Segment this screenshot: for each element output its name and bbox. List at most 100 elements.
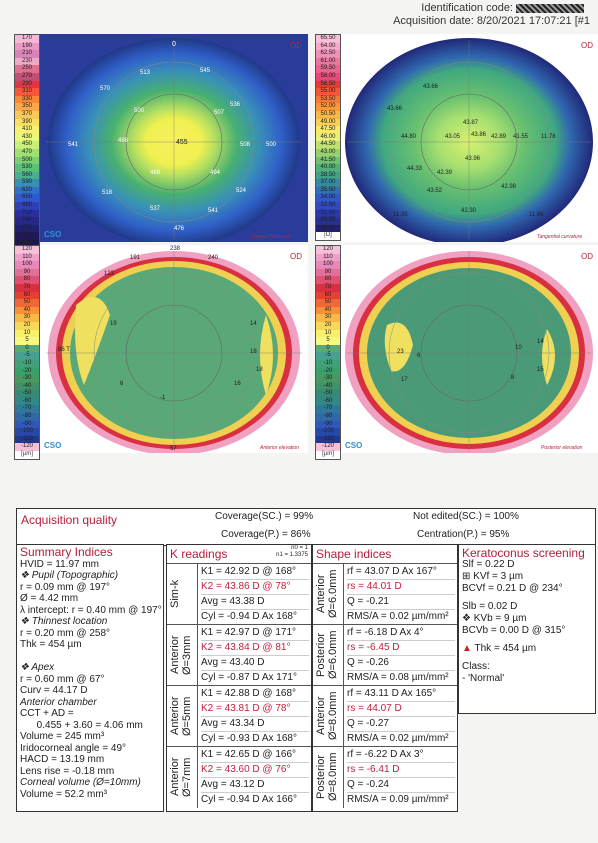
scale-step: 65.50 [316, 35, 340, 43]
scale-step: 470 [15, 148, 39, 157]
shape-row: rs = 44.01 D [347, 579, 455, 595]
cso-logo: CSO [345, 441, 362, 450]
scale-step: -50 [15, 390, 39, 398]
thk-label: 536 [230, 102, 241, 108]
scale-step: 80 [316, 276, 340, 284]
scale-step: 100 [15, 261, 39, 269]
ant-label: 16 [234, 381, 241, 387]
k-group: Sim-k K1 = 42.92 D @ 168° K2 = 43.86 D @ 7… [167, 563, 311, 625]
ant-label: 123 [104, 271, 115, 277]
scale-step: 38.50 [316, 171, 340, 180]
scale-step: 30 [15, 314, 39, 322]
summary-line: ❖ Pupil (Topographic) [20, 570, 119, 581]
n1-value: n1 = 1.3375 [276, 552, 308, 558]
thk-label: 498 [118, 138, 129, 144]
scale-step: 590 [15, 179, 39, 187]
ant-label: -1 [160, 395, 166, 401]
scale-step: 390 [15, 118, 39, 127]
kvf-value: ⊞ KVf = 3 µm [462, 571, 524, 582]
scale-step: -80 [316, 413, 340, 421]
thk-warning: ▲ Thk = 454 µm [462, 643, 585, 655]
scale-step: 56.50 [316, 80, 340, 89]
anterior-elevation-scale: 120 110 100 90 80 70 60 50 40 30 20 10 5 0 -5 -10 -20 -30… [14, 245, 40, 460]
ant-label: 86 T [58, 347, 70, 353]
scale-step: 450 [15, 141, 39, 149]
tan-label: 42.98 [501, 184, 517, 190]
shape-group-label: Posterior Ø=8.0mm [315, 752, 339, 802]
scale-step: 410 [15, 126, 39, 134]
shape-row: RMS/A = 0.09 µm/mm² [347, 794, 449, 805]
map-caption: Tangential curvature [537, 234, 582, 240]
keratoconus-screening-panel: Keratoconus screening Slf = 0.22 D ⊞ KVf… [458, 544, 596, 714]
kvb-value: ❖ KVb = 9 µm [462, 613, 527, 624]
map-caption: Corneal thickness [250, 234, 290, 240]
scale-step: -110 [15, 435, 39, 444]
tan-label: 11.78 [541, 134, 556, 140]
scale-step: 70 [316, 283, 340, 292]
scale-step: 28.00 [316, 224, 340, 233]
shape-row: Q = -0.21 [347, 594, 455, 610]
scale-step: -5 [316, 352, 340, 360]
scale-step: 46.00 [316, 133, 340, 142]
scale-step: 110 [15, 253, 39, 262]
summary-line: Volume = 245 mm³ [20, 731, 105, 742]
summary-line: Anterior chamber [20, 696, 97, 708]
acquisition-quality-title: Acquisition quality [21, 513, 118, 527]
scale-step: -100 [316, 428, 340, 436]
shape-group-label: Anterior Ø=8.0mm [315, 691, 339, 741]
k-row: K2 = 43.86 D @ 78° [201, 579, 309, 595]
scale-step: 55.00 [316, 88, 340, 96]
k-row: Cyl = -0.93 D Ax 168° [201, 733, 297, 744]
shape-row: RMS/A = 0.08 µm/mm² [347, 672, 449, 683]
scale-step: 0 [15, 344, 39, 353]
scale-step: -120 [316, 443, 340, 452]
k-row: K1 = 42.88 D @ 168° [201, 686, 309, 702]
ant-label: 240 [208, 255, 219, 261]
scale-step: 41.50 [316, 156, 340, 165]
thk-label: 489 [150, 170, 161, 176]
summary-line: ❖ Thinnest location [20, 616, 108, 627]
scale-step: 350 [15, 103, 39, 111]
cso-logo: CSO [44, 230, 61, 239]
id-label: Identification code: [421, 2, 513, 14]
tan-label: 43.05 [445, 134, 461, 140]
scale-step: 37.00 [316, 179, 340, 187]
shape-row: rs = 44.07 D [347, 701, 455, 717]
scale-step: [µm] [15, 451, 39, 459]
thk-label: 541 [208, 208, 219, 214]
k-row: Avg = 43.34 D [201, 716, 309, 732]
k-group: Anterior Ø=7mm K1 = 42.65 D @ 166° K2 = 43… [167, 746, 311, 808]
scale-step: -40 [15, 382, 39, 391]
summary-line: r = 0.60 mm @ 67° [20, 673, 105, 685]
shape-row: Q = -0.27 [347, 716, 455, 732]
slf-value: Slf = 0.22 D [462, 559, 515, 570]
k-group-label: Anterior Ø=7mm [169, 757, 193, 797]
thk-label: 494 [210, 170, 221, 176]
scale-step: 10 [316, 329, 340, 338]
k-row: Avg = 43.12 D [201, 777, 309, 793]
scale-step: -60 [316, 397, 340, 406]
scale-step: 43.00 [316, 148, 340, 157]
scale-step: 370 [15, 110, 39, 119]
ant-label: 19 [110, 321, 117, 327]
scale-step: 58.00 [316, 72, 340, 81]
shape-row: RMS/A = 0.02 µm/mm² [347, 611, 449, 622]
not-edited: Not edited(SC.) = 100% [413, 511, 519, 522]
scale-step: 53.50 [316, 95, 340, 104]
summary-line: r = 0.20 mm @ 258° [20, 627, 111, 639]
summary-line: Ø = 4.42 mm [20, 593, 79, 604]
thk-top-value: 0 [172, 41, 176, 48]
k-readings-title: K readings [170, 547, 228, 561]
scale-step: 250 [15, 65, 39, 73]
posterior-elevation-map: 23 6 17 14 15 10 8 OD Posterior elevatio… [341, 245, 598, 453]
map-caption: Anterior elevation [259, 445, 299, 451]
summary-line: HACD = 13.19 mm [20, 754, 105, 765]
kc-title: Keratoconus screening [462, 546, 585, 560]
scale-step: 47.50 [316, 126, 340, 134]
scale-step: -100 [15, 428, 39, 436]
eye-label: OD [581, 252, 593, 261]
scale-step: 190 [15, 42, 39, 51]
scale-step: 770 [15, 224, 39, 233]
scale-step: 40.00 [316, 164, 340, 172]
scale-step: -30 [316, 375, 340, 383]
